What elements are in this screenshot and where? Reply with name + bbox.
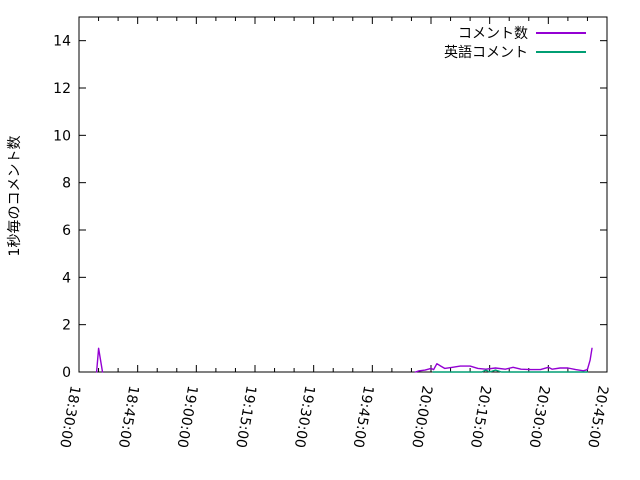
y-tick-label: 6 — [62, 223, 71, 239]
y-tick-label: 12 — [53, 81, 71, 97]
y-axis-title: 1秒毎のコメント数 — [7, 136, 23, 257]
legend-label-1: 英語コメント — [444, 44, 528, 61]
legend-label-0: コメント数 — [458, 26, 528, 42]
y-tick-label: 14 — [53, 34, 71, 50]
series-line-0 — [414, 347, 593, 373]
y-tick-label: 8 — [62, 176, 71, 192]
y-tick-label: 2 — [62, 318, 71, 334]
y-tick-label: 4 — [62, 270, 71, 286]
plot-border — [78, 16, 608, 373]
y-tick-label: 10 — [53, 128, 71, 144]
y-tick-label: 0 — [62, 365, 71, 381]
series-line-1 — [432, 369, 589, 373]
series-line-0 — [95, 347, 104, 373]
